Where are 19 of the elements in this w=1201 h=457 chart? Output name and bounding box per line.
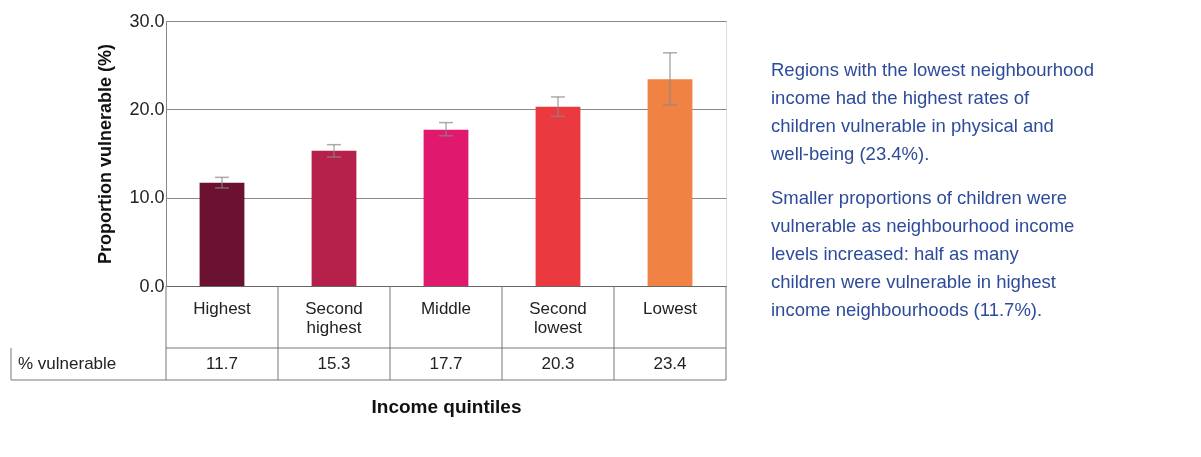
y-tick-label: 10.0 [129, 187, 165, 208]
text: Smaller proportions of children were vulnerable as neighbourhood income levels increased: half as many children were vulnerable in highest income neighbourhoods (11.7%). [771, 187, 1075, 320]
text: % vulnerable [18, 354, 117, 373]
data-label: 20.3 [541, 354, 575, 373]
data-label: 15.3 [317, 354, 351, 373]
x-tick-label: Second lowest [529, 298, 587, 337]
x-tick-label: Middle [420, 298, 472, 318]
data-label: 23.4 [653, 354, 687, 373]
x-axis-title: Income quintiles [371, 395, 522, 417]
data-label: 11.7 [206, 354, 238, 373]
y-axis-title: Proportion vulnerable (%) [95, 43, 116, 265]
y-tick-label: 0.0 [139, 275, 165, 296]
data-label: 17.7 [429, 354, 463, 373]
x-tick-label: Second highest [305, 298, 363, 337]
y-tick-label: 20.0 [129, 98, 165, 119]
y-tick-label: 30.0 [129, 10, 165, 31]
x-tick-label: Lowest [643, 298, 698, 318]
x-tick-label: Highest [193, 298, 252, 318]
text: Regions with the lowest neighbourhood income had the highest rates of children vulnerable in physical and well-being (23.4%). [770, 59, 1094, 164]
